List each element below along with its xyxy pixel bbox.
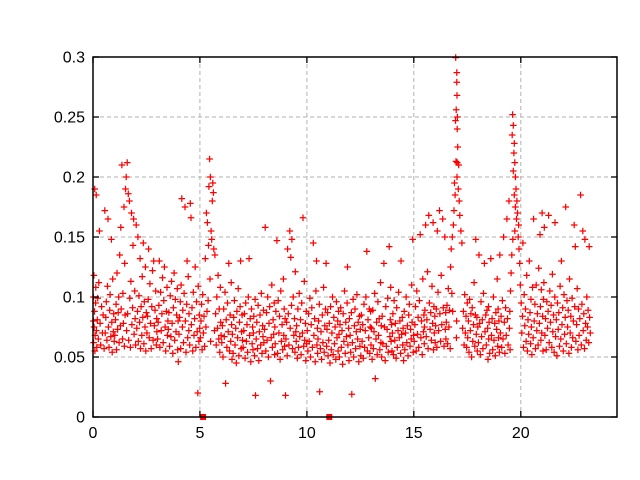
svg-text:0.25: 0.25 (54, 110, 85, 127)
tick-marks (92, 56, 617, 418)
gridlines (93, 57, 617, 417)
svg-text:0: 0 (76, 410, 85, 427)
svg-text:5: 5 (195, 425, 204, 442)
svg-text:0.1: 0.1 (63, 290, 85, 307)
tick-labels: 0 5 10 15 20 0 0.05 0.1 0.15 0.2 0.25 0.3 (54, 50, 530, 443)
svg-text:0.15: 0.15 (54, 230, 85, 247)
svg-text:15: 15 (405, 425, 423, 442)
svg-text:20: 20 (512, 425, 530, 442)
svg-text:0.2: 0.2 (63, 170, 85, 187)
svg-text:10: 10 (298, 425, 316, 442)
svg-text:0.3: 0.3 (63, 50, 85, 67)
svg-text:0.05: 0.05 (54, 350, 85, 367)
svg-text:0: 0 (89, 425, 98, 442)
